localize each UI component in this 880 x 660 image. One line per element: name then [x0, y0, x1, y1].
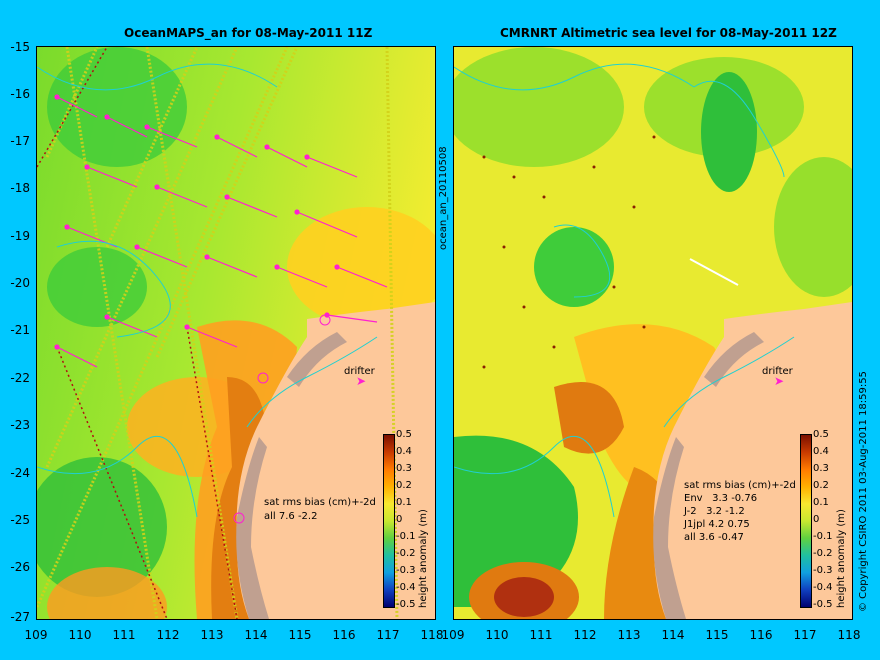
left-stats-line: sat rms bias (cm)+-2d: [264, 497, 376, 508]
x-tick: 110: [68, 628, 92, 642]
left-map-title: OceanMAPS_an for 08-May-2011 11Z: [124, 26, 373, 40]
x-tick: 110: [485, 628, 509, 642]
x-tick: 118: [420, 628, 444, 642]
colorbar-tick: 0.5: [813, 429, 829, 440]
y-tick: -15: [10, 40, 30, 54]
left-map-panel: [36, 46, 436, 620]
x-tick: 114: [661, 628, 685, 642]
y-tick: -23: [10, 418, 30, 432]
drifter-arrow-icon: ➤: [774, 374, 785, 388]
x-tick: 109: [24, 628, 48, 642]
colorbar-tick: -0.4: [813, 582, 833, 593]
colorbar-tick: 0: [396, 514, 403, 525]
y-tick: -24: [10, 466, 30, 480]
colorbar-tick: 0.3: [813, 463, 829, 474]
colorbar-tick: -0.3: [813, 565, 833, 576]
right-stats-line: all 3.6 -0.47: [684, 532, 744, 543]
colorbar-tick: 0.4: [396, 446, 412, 457]
colorbar-tick: -0.1: [813, 531, 833, 542]
y-tick: -22: [10, 371, 30, 385]
colorbar-tick: 0: [813, 514, 820, 525]
colorbar-tick: -0.2: [396, 548, 416, 559]
colorbar-tick: 0.3: [396, 463, 412, 474]
colorbar-tick: -0.1: [396, 531, 416, 542]
y-tick: -27: [10, 610, 30, 624]
right-map-title: CMRNRT Altimetric sea level for 08-May-2…: [500, 26, 837, 40]
left-stats-line: all 7.6 -2.2: [264, 511, 318, 522]
x-tick: 113: [200, 628, 224, 642]
y-tick: -26: [10, 560, 30, 574]
x-tick: 118: [837, 628, 861, 642]
left-colorbar-label: height anomaly (m): [418, 509, 429, 608]
right-stats-line: sat rms bias (cm)+-2d: [684, 480, 796, 491]
colorbar-tick: 0.4: [813, 446, 829, 457]
colorbar-tick: 0.1: [396, 497, 412, 508]
y-tick: -21: [10, 323, 30, 337]
colorbar-tick: -0.3: [396, 565, 416, 576]
drifter-arrow-icon: ➤: [356, 374, 367, 388]
right-stats-line: Env 3.3 -0.76: [684, 493, 758, 504]
right-colorbar-label: height anomaly (m): [836, 509, 847, 608]
colorbar-tick: 0.2: [813, 480, 829, 491]
x-tick: 113: [617, 628, 641, 642]
right-map-field: [454, 47, 852, 619]
drifter-label-right: drifter: [762, 366, 793, 377]
colorbar-tick: -0.4: [396, 582, 416, 593]
colorbar-tick: -0.2: [813, 548, 833, 559]
x-tick: 109: [441, 628, 465, 642]
colorbar-tick: -0.5: [813, 599, 833, 610]
copyright-text: © Copyright CSIRO 2011 03-Aug-2011 18:59…: [858, 371, 869, 612]
x-tick: 117: [376, 628, 400, 642]
y-tick: -16: [10, 87, 30, 101]
right-map-panel: [453, 46, 853, 620]
x-tick: 115: [288, 628, 312, 642]
left-map-field: [37, 47, 435, 619]
colorbar-tick: 0.5: [396, 429, 412, 440]
drifter-label-left: drifter: [344, 366, 375, 377]
x-tick: 112: [573, 628, 597, 642]
x-tick: 116: [332, 628, 356, 642]
x-tick: 116: [749, 628, 773, 642]
left-colorbar: [383, 434, 395, 608]
right-stats-line: J1jpl 4.2 0.75: [684, 519, 750, 530]
colorbar-tick: -0.5: [396, 599, 416, 610]
y-tick: -17: [10, 134, 30, 148]
y-tick: -20: [10, 276, 30, 290]
x-tick: 111: [529, 628, 553, 642]
y-tick: -19: [10, 229, 30, 243]
y-tick: -18: [10, 181, 30, 195]
right-colorbar: [800, 434, 812, 608]
model-run-label: ocean_an_20110508: [438, 146, 449, 250]
x-tick: 117: [793, 628, 817, 642]
y-tick: -25: [10, 513, 30, 527]
x-tick: 114: [244, 628, 268, 642]
colorbar-tick: 0.1: [813, 497, 829, 508]
x-tick: 112: [156, 628, 180, 642]
x-tick: 115: [705, 628, 729, 642]
x-tick: 111: [112, 628, 136, 642]
right-stats-line: J-2 3.2 -1.2: [684, 506, 745, 517]
colorbar-tick: 0.2: [396, 480, 412, 491]
